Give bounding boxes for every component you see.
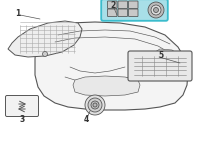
Polygon shape xyxy=(73,76,140,96)
FancyBboxPatch shape xyxy=(128,9,138,16)
FancyBboxPatch shape xyxy=(108,9,117,16)
FancyBboxPatch shape xyxy=(118,9,128,16)
Circle shape xyxy=(93,103,97,107)
FancyBboxPatch shape xyxy=(128,1,138,9)
Text: 4: 4 xyxy=(83,116,89,125)
Polygon shape xyxy=(153,49,178,67)
FancyBboxPatch shape xyxy=(101,0,168,21)
Circle shape xyxy=(154,7,158,12)
Circle shape xyxy=(88,98,102,112)
Polygon shape xyxy=(35,22,188,110)
Text: 1: 1 xyxy=(15,10,21,19)
FancyBboxPatch shape xyxy=(118,1,128,9)
Polygon shape xyxy=(8,21,82,57)
Text: 2: 2 xyxy=(110,1,116,10)
FancyBboxPatch shape xyxy=(6,96,38,117)
FancyBboxPatch shape xyxy=(108,1,117,9)
Text: 3: 3 xyxy=(19,115,25,123)
Circle shape xyxy=(85,95,105,115)
Circle shape xyxy=(91,101,99,109)
Circle shape xyxy=(148,2,164,18)
Circle shape xyxy=(42,51,48,56)
FancyBboxPatch shape xyxy=(128,51,192,81)
Circle shape xyxy=(151,5,161,15)
Text: 5: 5 xyxy=(158,51,164,60)
